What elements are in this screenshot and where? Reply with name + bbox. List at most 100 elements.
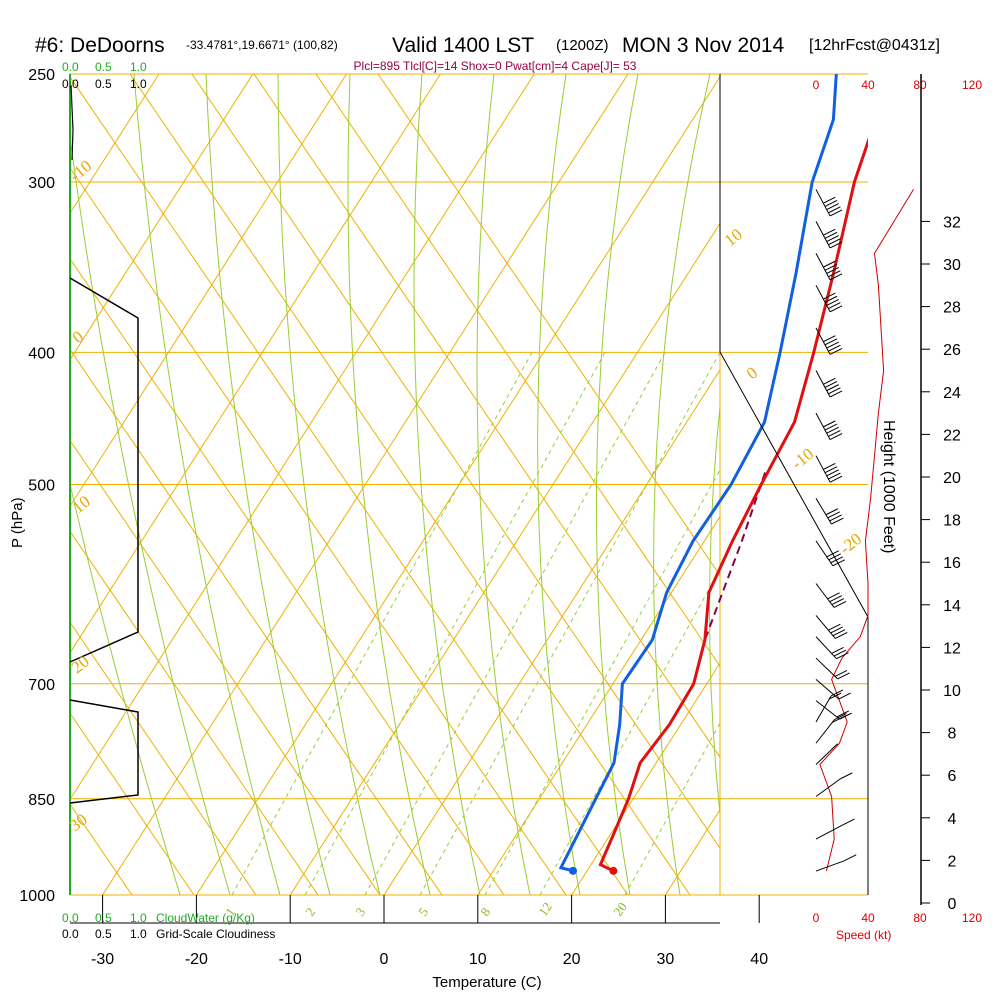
wind-barb-flag bbox=[826, 426, 839, 434]
height-tick-label: 12 bbox=[943, 640, 961, 657]
pressure-label-700: 700 bbox=[28, 677, 55, 694]
dry-adiabat-label: 0 bbox=[743, 363, 761, 383]
wind-barb-flag bbox=[829, 475, 843, 483]
height-tick-label: 16 bbox=[943, 555, 961, 572]
wind-barb-flag bbox=[823, 377, 836, 385]
cloudiness-lower-layer bbox=[69, 699, 139, 804]
wind-barb bbox=[815, 678, 839, 700]
wind-barb-flag bbox=[831, 598, 845, 606]
dry-adiabat-line bbox=[70, 530, 319, 895]
pressure-label-250: 250 bbox=[28, 67, 55, 84]
mixing-ratio-label: 20 bbox=[610, 899, 630, 918]
wind-speed-tick-bottom: 0 bbox=[813, 911, 820, 925]
height-tick-label: 10 bbox=[943, 683, 961, 700]
wind-speed-tick-bottom: 120 bbox=[962, 911, 982, 925]
wind-barb bbox=[815, 370, 831, 398]
dry-adiabat-label: 20 bbox=[68, 652, 93, 677]
parcel-profile-line bbox=[703, 472, 767, 641]
cl-tick-bottom-2: 1.0 bbox=[130, 927, 147, 941]
wind-speed-axis-label: Speed (kt) bbox=[836, 928, 891, 942]
wind-barb-flag bbox=[839, 712, 852, 720]
pressure-label-1000: 1000 bbox=[19, 888, 55, 905]
pressure-label-500: 500 bbox=[28, 478, 55, 495]
mixing-ratio-labels: 1 2 3 5 8 12 20 bbox=[222, 899, 630, 918]
temperature-profile-line bbox=[598, 137, 868, 873]
wind-barb bbox=[815, 743, 838, 765]
wind-barb-flag bbox=[828, 553, 841, 561]
wind-barb bbox=[815, 498, 832, 525]
wind-barb-flag bbox=[828, 344, 841, 352]
dry-adiabat-label: -10 bbox=[788, 444, 818, 473]
height-tick-label: 4 bbox=[948, 811, 957, 828]
wind-barb-flag bbox=[829, 514, 842, 522]
cl-tick-top-1: 0.5 bbox=[95, 77, 112, 91]
wind-barb bbox=[815, 583, 835, 608]
mixing-ratio-label: 3 bbox=[352, 905, 368, 919]
wind-barb-flag bbox=[827, 592, 840, 600]
wind-barb bbox=[815, 615, 836, 639]
wind-barb-flag bbox=[828, 387, 841, 395]
pressure-label-400: 400 bbox=[28, 345, 55, 362]
wind-barb-flag bbox=[831, 646, 844, 654]
wind-speed-tick-bottom: 40 bbox=[861, 911, 875, 925]
isotherm-line bbox=[70, 74, 160, 215]
temperature-tick-label: -30 bbox=[91, 951, 114, 968]
cl-tick-top-2: 1.0 bbox=[130, 77, 147, 91]
wind-barb-flag bbox=[826, 469, 839, 477]
temperature-tick-label: -20 bbox=[185, 951, 208, 968]
wind-barb-flag bbox=[829, 433, 843, 441]
wind-barb-flag bbox=[837, 672, 850, 680]
height-tick-label: 28 bbox=[943, 300, 961, 317]
temperature-tick-label: 20 bbox=[563, 951, 581, 968]
wind-barb-flag bbox=[823, 420, 836, 428]
cl-tick-top-0: 0.0 bbox=[62, 77, 79, 91]
wind-barb-flag bbox=[823, 196, 836, 204]
cw-tick-bottom-2: 1.0 bbox=[130, 911, 147, 925]
wind-barb bbox=[815, 189, 831, 217]
cw-tick-top-2: 1.0 bbox=[130, 60, 147, 74]
wind-barb-flag bbox=[830, 626, 843, 634]
wind-barb-flag bbox=[828, 472, 841, 480]
wind-barb-flag bbox=[826, 267, 839, 274]
wind-barb bbox=[815, 253, 831, 281]
wind-barb-flag bbox=[842, 818, 855, 826]
mixing-ratio-line bbox=[231, 352, 533, 895]
wind-barb-flag bbox=[835, 631, 848, 639]
wind-barb bbox=[815, 412, 831, 440]
wind-barb-flag bbox=[829, 390, 843, 398]
wind-speed-line bbox=[819, 189, 914, 872]
wind-barb bbox=[815, 636, 837, 660]
wind-barb-flag bbox=[843, 854, 857, 862]
sounding-parameters: Plcl=895 Tlcl[C]=14 Shox=0 Pwat[cm]=4 Ca… bbox=[354, 59, 637, 73]
height-tick-label: 26 bbox=[943, 342, 961, 359]
wind-barb-flag bbox=[829, 209, 843, 217]
cl-tick-bottom-0: 0.0 bbox=[62, 927, 79, 941]
surface-dewpoint-point bbox=[569, 866, 578, 875]
isotherm-line bbox=[70, 74, 254, 361]
valid-time: Valid 1400 LST bbox=[392, 34, 534, 57]
dry-adiabat-line bbox=[0, 74, 8, 895]
wind-barb-flag bbox=[829, 595, 842, 603]
wind-barb bbox=[815, 778, 841, 797]
wind-barb-flag bbox=[824, 466, 838, 474]
wind-barb-flag bbox=[827, 511, 840, 519]
wind-barb-flag bbox=[836, 652, 849, 660]
wind-barb-flag bbox=[824, 263, 838, 271]
wind-barb-flag bbox=[828, 238, 841, 246]
height-tick-label: 8 bbox=[948, 726, 957, 743]
wind-speed-tick-bottom: 80 bbox=[913, 911, 927, 925]
height-tick-label: 18 bbox=[943, 513, 961, 530]
wind-barb-flag bbox=[826, 550, 839, 558]
wind-speed-tick-top: 120 bbox=[962, 78, 982, 92]
isotherm-line bbox=[853, 74, 1000, 895]
dewpoint-profile-line bbox=[558, 74, 838, 873]
wind-barb-flag bbox=[828, 206, 841, 214]
pressure-axis-label: P (hPa) bbox=[9, 497, 26, 548]
temperature-tick-label: 30 bbox=[657, 951, 675, 968]
forecast-run: [12hrFcst@0431z] bbox=[809, 37, 940, 54]
wind-barb-flag bbox=[826, 298, 839, 306]
mixing-ratio-label: 2 bbox=[302, 905, 318, 919]
dry-adiabat-label: 10 bbox=[721, 225, 746, 250]
pressure-labels: 250 300 400 500 700 850 1000 bbox=[19, 67, 55, 905]
